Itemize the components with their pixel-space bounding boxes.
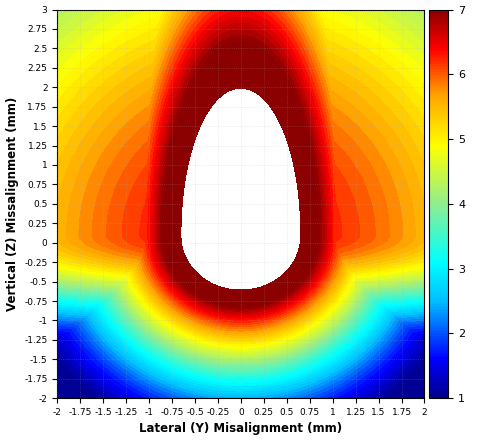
Y-axis label: Vertical (Z) Missalignment (mm): Vertical (Z) Missalignment (mm) — [6, 97, 18, 311]
X-axis label: Lateral (Y) Misalignment (mm): Lateral (Y) Misalignment (mm) — [140, 422, 342, 435]
